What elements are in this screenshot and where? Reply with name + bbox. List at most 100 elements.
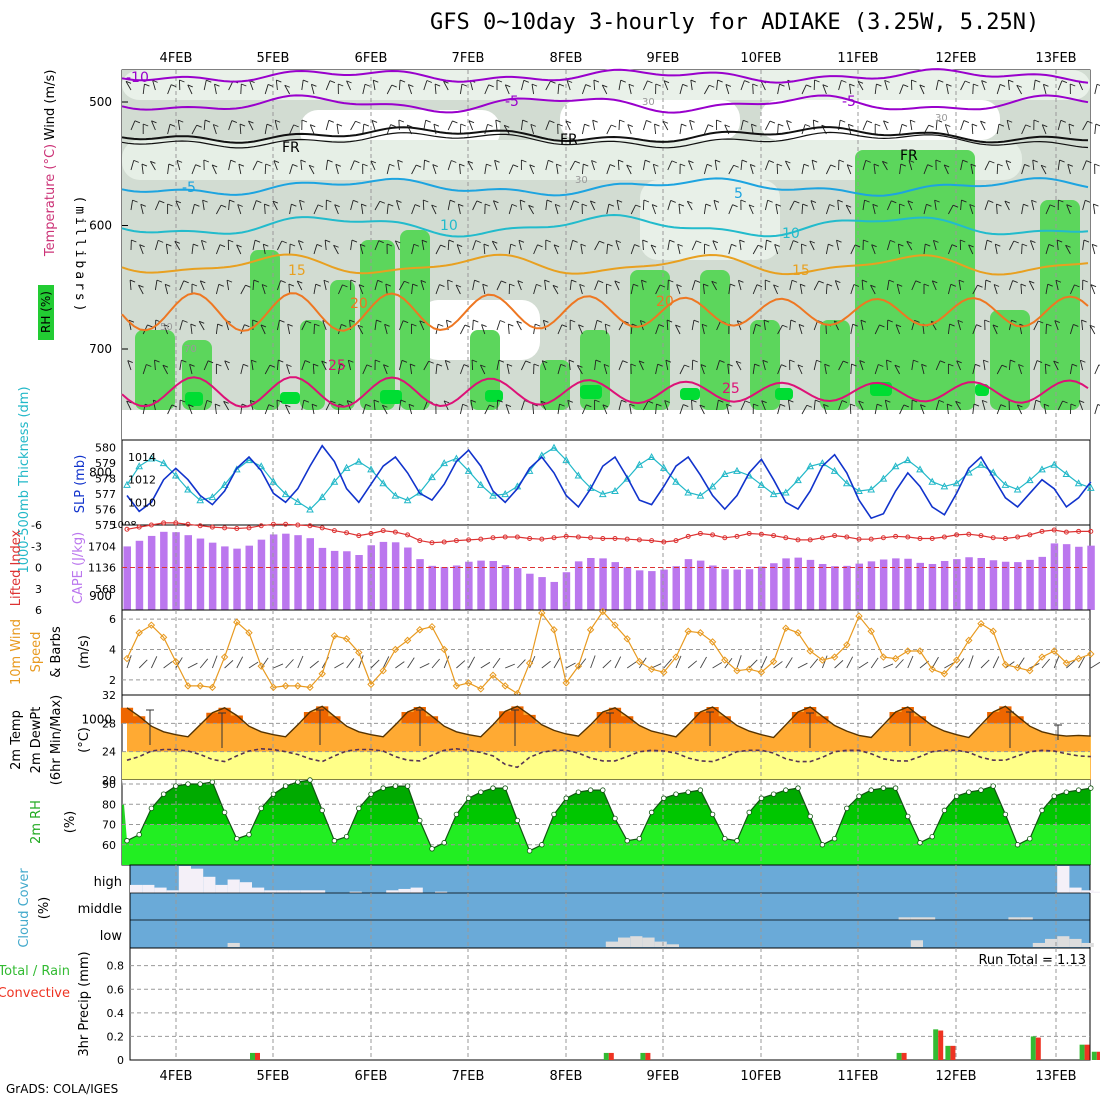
wind-barb [167, 124, 171, 135]
wind-barb-flag [1074, 284, 1080, 288]
wind-barb [1069, 324, 1074, 335]
rh2m-marker [587, 787, 594, 793]
cloud-bar [1081, 890, 1094, 893]
wind-barb [740, 400, 746, 411]
wind-barb-flag [579, 283, 585, 287]
rh2m-marker [295, 779, 301, 785]
wind-barb-flag [949, 323, 955, 327]
wind-barb [675, 324, 681, 335]
lifted-index-marker [368, 531, 374, 536]
lifted-index-marker [173, 520, 179, 526]
wind-barb-flag [847, 164, 853, 168]
wind-barb [569, 240, 574, 251]
wind-barb [301, 360, 306, 371]
wind-barb [1082, 160, 1087, 171]
wind-barb-flag [264, 203, 270, 207]
rh2m-marker [831, 835, 838, 842]
cape-bar [294, 535, 302, 610]
wind-barb-flag [914, 319, 920, 323]
wind-barb-flag [310, 124, 316, 128]
wind-barb-flag [865, 159, 871, 163]
wind-barb [398, 400, 402, 411]
wind-barb [252, 160, 258, 171]
wind-barb-flag [396, 200, 402, 203]
wind-barb-flag [704, 243, 710, 247]
wind-barb-flag [1097, 404, 1100, 406]
cloud-bar [386, 890, 399, 893]
temp-area-top [120, 706, 1024, 724]
wind-barb [764, 200, 769, 211]
wind-barb [423, 80, 428, 91]
wind10-barb [931, 656, 939, 669]
wind-barb [167, 404, 173, 415]
lifted-index-marker [527, 535, 533, 541]
thickness-marker [598, 490, 607, 498]
wind10-barb [285, 659, 294, 669]
wind-barb [972, 404, 975, 415]
wind-barb-flag [852, 323, 858, 327]
wind-barb-flag [481, 324, 487, 327]
lifted-tick: 6 [35, 604, 42, 617]
wind-barb-flag [509, 283, 515, 287]
wind-barb [198, 321, 205, 331]
wind-barb [1078, 400, 1084, 411]
wind-barb-flag [928, 124, 934, 128]
wind-barb-flag [1090, 284, 1097, 288]
wind-barb-flag [462, 403, 468, 407]
wind-barb-flag [455, 284, 462, 288]
wind-barb-flag [132, 199, 138, 203]
cloud-bar [1032, 942, 1045, 947]
wind-barb-flag [593, 79, 600, 83]
rh2m-marker [624, 838, 630, 844]
cape-bar [257, 539, 266, 610]
wind-barb-flag [357, 324, 364, 328]
wind-barb [516, 320, 522, 331]
wind-barb-flag [408, 84, 414, 87]
wind-barb [154, 240, 159, 251]
cloud-bar [300, 890, 313, 893]
wind-barb-flag [950, 283, 956, 287]
wind-barb-flag [726, 403, 732, 407]
wind-barb [676, 284, 681, 295]
wind-barb [443, 80, 449, 91]
lifted-index-marker [783, 535, 789, 541]
ylabel-thickness: 1000-500mb Thickness (dm) [17, 386, 32, 573]
wind-barb [154, 359, 156, 371]
wind-barb [968, 244, 974, 255]
wind-barb [956, 360, 962, 371]
cape-bar [648, 571, 656, 610]
wind-barb-flag [664, 400, 670, 403]
wind-barb-flag [755, 323, 761, 327]
wind-barb-flag [323, 279, 330, 283]
wind10-line [126, 610, 1092, 695]
wind-barb-flag [376, 319, 382, 323]
rh2m-marker [282, 783, 289, 789]
wind-barb-flag [371, 120, 378, 123]
wind10-barb [565, 662, 576, 669]
wind10-marker [416, 626, 424, 634]
wind-barb [325, 160, 329, 171]
wind-barb [1092, 204, 1096, 215]
wind-barb-flag [850, 403, 856, 407]
wind-barb [993, 284, 998, 295]
wind-barb [618, 80, 622, 91]
wind-barb-flag [775, 203, 782, 207]
date-label-bottom: 9FEB [647, 1069, 680, 1084]
wind-barb-flag [996, 203, 1002, 207]
wind10-barb [1078, 656, 1086, 669]
wind10-marker [782, 624, 790, 632]
temp2m-tick: 20 [102, 774, 116, 787]
wind-barb [911, 360, 914, 371]
wind10-barb [480, 661, 491, 669]
wind-barb [725, 84, 730, 95]
thickness-marker [550, 443, 558, 451]
wind-barb-flag [676, 284, 682, 288]
wind-barb-flag [486, 163, 492, 167]
wind-barb-flag [894, 364, 901, 368]
wind10-barb [1090, 661, 1100, 669]
wind-barb [1032, 160, 1035, 171]
wind-barb [899, 124, 903, 135]
wind-barb [677, 244, 681, 255]
